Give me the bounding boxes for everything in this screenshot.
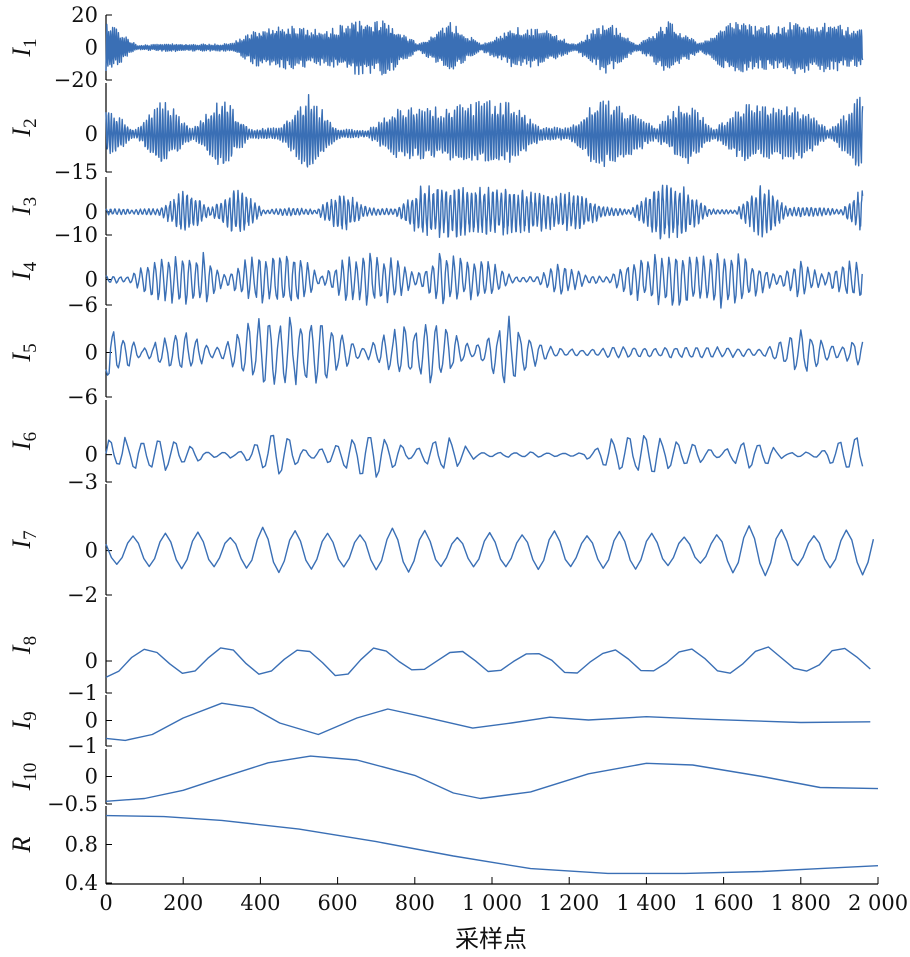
y-tick-label: 0.8 xyxy=(65,833,98,857)
y-tick-label: 0 xyxy=(85,268,98,292)
series-line xyxy=(105,702,871,742)
y-tick-label: −3 xyxy=(67,470,98,494)
x-tick-label: 0 xyxy=(99,891,112,915)
subplot-label: R xyxy=(7,836,36,853)
subplot-9: 0−1 I9 xyxy=(7,695,871,758)
y-tick-label: 0.4 xyxy=(65,871,98,895)
series-line xyxy=(105,525,875,577)
y-tick-label: −0.5 xyxy=(47,792,98,816)
subplot-label: I7 xyxy=(7,530,41,549)
series-line xyxy=(105,94,864,168)
subplot-label: I5 xyxy=(7,343,41,362)
subplot-3: 0−10 I3 xyxy=(7,177,864,247)
subplot-label: I2 xyxy=(7,118,41,137)
panels: 200−20I10−15I20−10I30−6I40−6I50−3I60−2I7… xyxy=(7,3,879,895)
x-tick-label: 2 000 xyxy=(848,891,908,915)
y-tick-label: 0 xyxy=(85,539,98,563)
y-tick-label: 0 xyxy=(85,122,98,146)
subplot-label: I6 xyxy=(7,432,41,451)
subplot-label: I4 xyxy=(7,261,41,281)
subplot-11: 0.8 0.4 R xyxy=(7,806,879,895)
series-line xyxy=(105,434,864,478)
subplot-7: 0 −2 I7 xyxy=(7,484,875,607)
series-line xyxy=(105,646,871,678)
subplot-label: I9 xyxy=(7,711,41,730)
subplot-2: 0 −15 I2 xyxy=(7,83,864,184)
subplot-8: 0 −1 I8 xyxy=(7,597,871,705)
y-tick-label: −6 xyxy=(67,385,98,409)
x-tick-label: 1 400 xyxy=(616,891,676,915)
y-tick-label: 0 xyxy=(85,765,98,789)
subplot-6: 0 −3 I6 xyxy=(7,400,864,494)
x-tick-label: 600 xyxy=(318,891,358,915)
x-tick-label: 400 xyxy=(240,891,280,915)
y-tick-label: 0 xyxy=(85,709,98,733)
subplot-4: 0−6 I4 xyxy=(7,237,863,317)
y-tick-label: 20 xyxy=(71,3,98,27)
x-tick-label: 800 xyxy=(395,891,435,915)
y-tick-label: −2 xyxy=(67,583,98,607)
subplot-1: 20 0 −20 I1 xyxy=(7,3,864,92)
y-tick-label: −1 xyxy=(67,681,98,705)
y-tick-label: −20 xyxy=(54,68,98,92)
x-tick-label: 1 200 xyxy=(539,891,599,915)
subplot-label: I1 xyxy=(7,38,41,57)
y-tick-label: 0 xyxy=(85,200,98,224)
y-tick-label: 0 xyxy=(85,341,98,365)
series-line xyxy=(105,315,864,386)
subplot-label: I3 xyxy=(7,197,41,216)
x-tick-label: 200 xyxy=(163,891,203,915)
series-line xyxy=(105,184,864,240)
subplot-label: I8 xyxy=(7,636,41,655)
x-axis-label: 采样点 xyxy=(455,925,527,953)
subplot-5: 0 −6 I5 xyxy=(7,308,864,409)
y-tick-label: −10 xyxy=(54,223,98,247)
y-tick-label: −6 xyxy=(67,293,98,317)
subplot-label: I10 xyxy=(7,763,41,792)
y-tick-label: 0 xyxy=(85,649,98,673)
y-tick-label: −15 xyxy=(54,160,98,184)
y-tick-label: 0 xyxy=(85,443,98,467)
y-tick-label: 0 xyxy=(85,36,98,60)
x-tick-label: 1 600 xyxy=(694,891,754,915)
series-line xyxy=(105,755,879,802)
series-line xyxy=(105,814,879,875)
x-tick-label: 1 800 xyxy=(771,891,831,915)
series-line xyxy=(105,251,863,309)
y-tick-label: −1 xyxy=(67,734,98,758)
x-tick-label: 1 000 xyxy=(462,891,522,915)
series-line xyxy=(105,20,864,76)
x-axis: 0 200 400 600 800 1 000 1 200 1 400 1 600 1 800 2 … xyxy=(99,877,908,915)
